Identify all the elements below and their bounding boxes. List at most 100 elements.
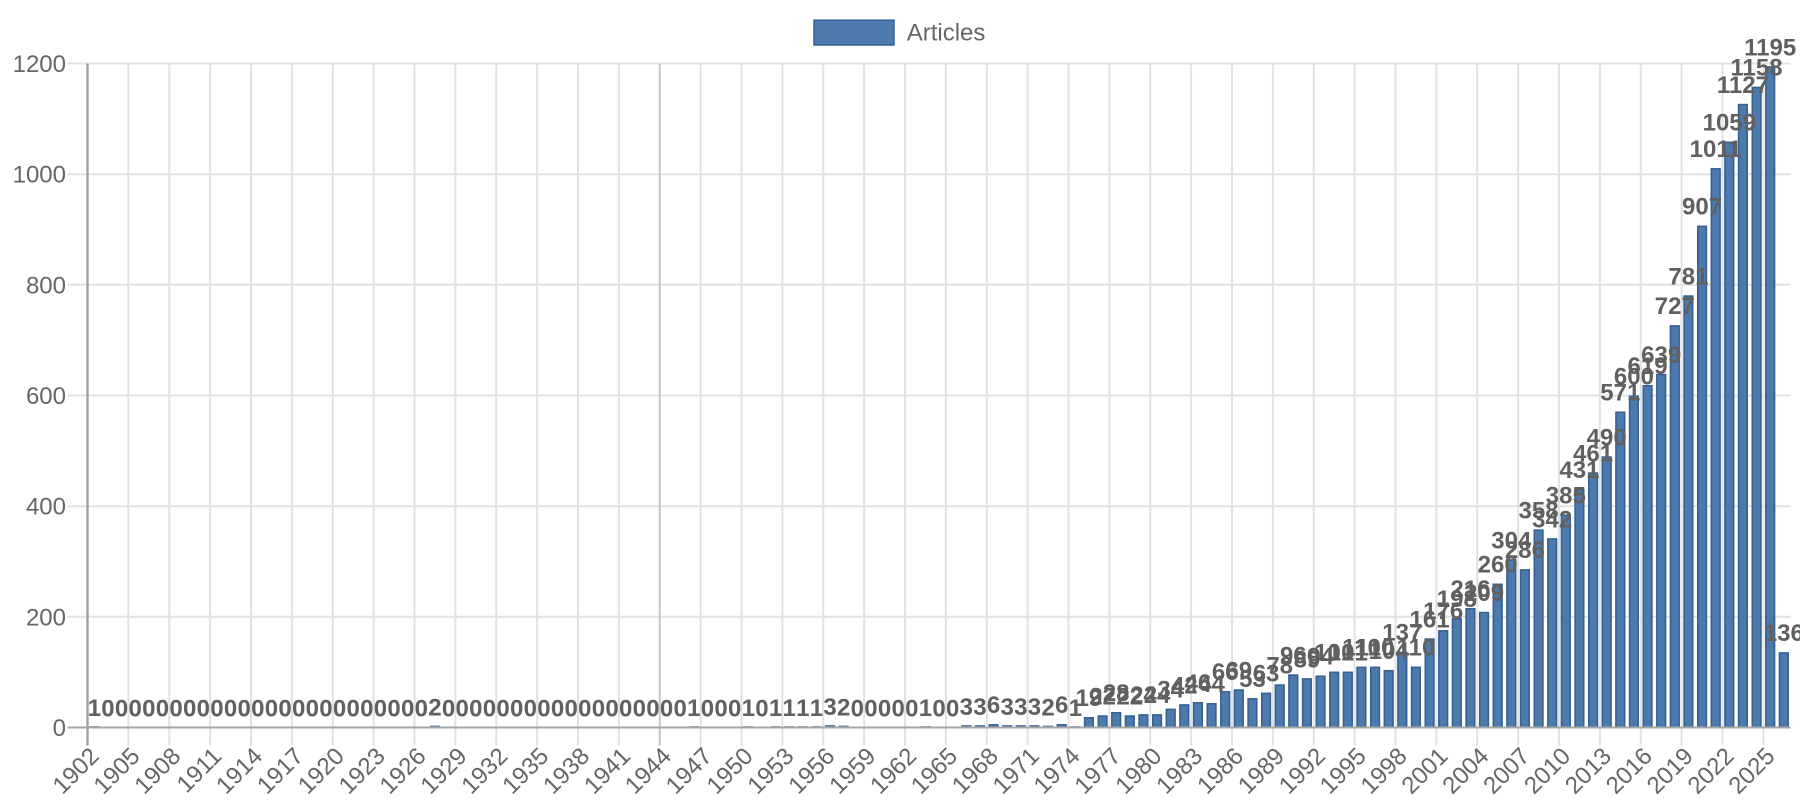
svg-text:101: 101 xyxy=(1314,640,1354,667)
svg-text:176: 176 xyxy=(1423,598,1463,625)
svg-text:1200: 1200 xyxy=(13,51,66,78)
svg-text:0: 0 xyxy=(197,696,210,723)
svg-text:0: 0 xyxy=(892,696,905,723)
svg-text:104: 104 xyxy=(1369,638,1410,665)
svg-text:781: 781 xyxy=(1668,263,1708,290)
svg-text:0: 0 xyxy=(115,696,128,723)
svg-text:385: 385 xyxy=(1546,483,1586,510)
svg-text:0: 0 xyxy=(101,696,114,723)
svg-text:0: 0 xyxy=(496,696,509,723)
svg-text:3: 3 xyxy=(823,694,836,721)
svg-text:96: 96 xyxy=(1280,642,1307,669)
svg-text:0: 0 xyxy=(714,696,727,723)
svg-text:461: 461 xyxy=(1573,440,1613,467)
svg-text:19: 19 xyxy=(1076,685,1103,712)
svg-text:639: 639 xyxy=(1641,342,1681,369)
svg-text:1: 1 xyxy=(742,695,755,722)
svg-text:66: 66 xyxy=(1212,659,1239,686)
svg-text:260: 260 xyxy=(1478,552,1518,579)
svg-text:3: 3 xyxy=(1028,694,1041,721)
svg-text:0: 0 xyxy=(701,696,714,723)
svg-text:0: 0 xyxy=(565,696,578,723)
svg-text:198: 198 xyxy=(1437,586,1477,613)
svg-text:0: 0 xyxy=(333,696,346,723)
svg-text:1: 1 xyxy=(88,695,101,722)
svg-text:2: 2 xyxy=(428,694,441,721)
svg-text:0: 0 xyxy=(442,696,455,723)
svg-text:22: 22 xyxy=(1089,683,1116,710)
svg-text:1: 1 xyxy=(687,695,700,722)
svg-text:600: 600 xyxy=(26,383,66,410)
svg-text:0: 0 xyxy=(851,696,864,723)
svg-text:1011: 1011 xyxy=(1690,136,1742,163)
svg-text:0: 0 xyxy=(605,696,618,723)
svg-text:1000: 1000 xyxy=(13,162,66,189)
svg-text:490: 490 xyxy=(1587,424,1627,451)
svg-text:6: 6 xyxy=(1055,692,1068,719)
svg-text:0: 0 xyxy=(360,696,373,723)
svg-text:0: 0 xyxy=(224,696,237,723)
svg-text:1: 1 xyxy=(1069,695,1082,722)
svg-text:22: 22 xyxy=(1116,683,1143,710)
svg-text:137: 137 xyxy=(1382,620,1422,647)
svg-text:358: 358 xyxy=(1519,497,1559,524)
svg-text:0: 0 xyxy=(319,696,332,723)
svg-text:1059: 1059 xyxy=(1703,110,1756,137)
svg-text:0: 0 xyxy=(347,696,360,723)
svg-text:28: 28 xyxy=(1103,680,1130,707)
svg-text:69: 69 xyxy=(1225,657,1252,684)
svg-text:0: 0 xyxy=(619,696,632,723)
svg-text:101: 101 xyxy=(1328,640,1368,667)
svg-text:0: 0 xyxy=(169,696,182,723)
svg-text:1: 1 xyxy=(919,695,932,722)
svg-text:Articles: Articles xyxy=(907,20,986,47)
svg-text:0: 0 xyxy=(483,696,496,723)
svg-text:0: 0 xyxy=(864,696,877,723)
svg-text:0: 0 xyxy=(469,696,482,723)
svg-text:0: 0 xyxy=(578,696,591,723)
svg-text:42: 42 xyxy=(1171,672,1198,699)
svg-text:200: 200 xyxy=(26,604,66,631)
svg-text:0: 0 xyxy=(524,696,537,723)
svg-text:0: 0 xyxy=(142,696,155,723)
svg-text:24: 24 xyxy=(1130,682,1157,709)
svg-text:0: 0 xyxy=(537,696,550,723)
svg-text:0: 0 xyxy=(238,696,251,723)
svg-text:0: 0 xyxy=(53,715,66,742)
svg-text:0: 0 xyxy=(129,696,142,723)
svg-text:1: 1 xyxy=(810,695,823,722)
svg-text:0: 0 xyxy=(278,696,291,723)
svg-text:0: 0 xyxy=(674,696,687,723)
svg-text:0: 0 xyxy=(946,696,959,723)
svg-text:0: 0 xyxy=(510,696,523,723)
svg-text:0: 0 xyxy=(251,696,264,723)
svg-text:0: 0 xyxy=(551,696,564,723)
svg-text:619: 619 xyxy=(1628,353,1668,380)
svg-text:727: 727 xyxy=(1655,293,1695,320)
svg-text:2: 2 xyxy=(1041,694,1054,721)
svg-text:0: 0 xyxy=(306,696,319,723)
svg-text:110: 110 xyxy=(1397,635,1436,662)
svg-text:2: 2 xyxy=(837,694,850,721)
svg-text:89: 89 xyxy=(1294,646,1321,673)
svg-text:0: 0 xyxy=(456,696,469,723)
svg-text:1: 1 xyxy=(783,695,796,722)
svg-text:53: 53 xyxy=(1239,666,1266,693)
svg-text:110: 110 xyxy=(1356,635,1395,662)
svg-text:0: 0 xyxy=(905,696,918,723)
svg-text:342: 342 xyxy=(1532,506,1572,533)
svg-text:0: 0 xyxy=(633,696,646,723)
svg-text:161: 161 xyxy=(1410,606,1450,633)
svg-text:0: 0 xyxy=(265,696,278,723)
svg-text:209: 209 xyxy=(1464,580,1504,607)
svg-text:304: 304 xyxy=(1491,527,1532,554)
svg-text:0: 0 xyxy=(932,696,945,723)
svg-text:0: 0 xyxy=(755,696,768,723)
svg-text:571: 571 xyxy=(1600,380,1640,407)
svg-text:0: 0 xyxy=(387,696,400,723)
svg-text:0: 0 xyxy=(592,696,605,723)
svg-text:400: 400 xyxy=(26,494,66,521)
svg-text:1127: 1127 xyxy=(1717,72,1769,99)
svg-text:3: 3 xyxy=(973,694,986,721)
svg-text:907: 907 xyxy=(1682,194,1722,221)
